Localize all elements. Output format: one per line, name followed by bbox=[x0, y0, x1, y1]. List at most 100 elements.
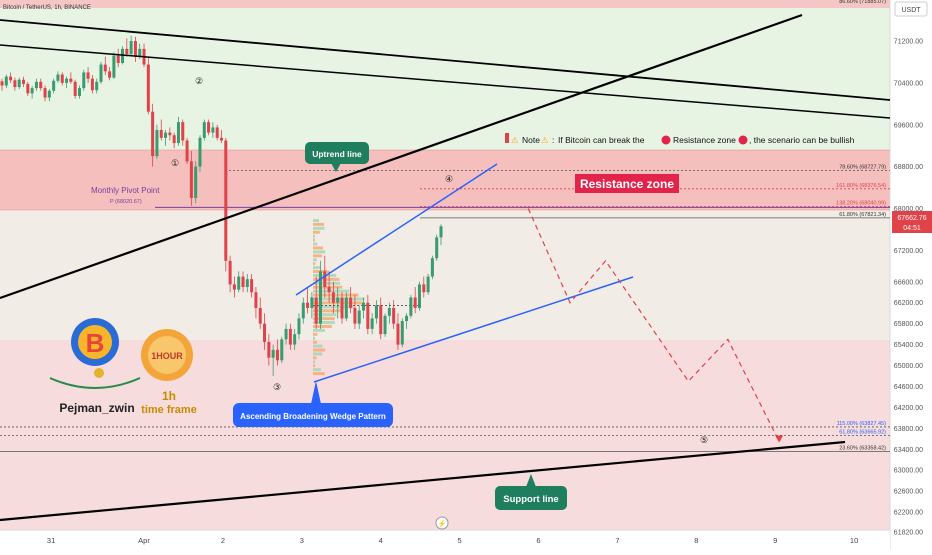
candle-body bbox=[293, 334, 297, 345]
candle-body bbox=[241, 276, 245, 288]
volume-bar bbox=[313, 317, 335, 321]
wave-label: ③ bbox=[273, 382, 281, 392]
volume-bar bbox=[313, 281, 341, 285]
volume-bar bbox=[313, 340, 318, 344]
candle-body bbox=[0, 81, 4, 86]
x-axis-ticks: 31 Apr 2 3 4 5 6 7 8 9 10 bbox=[47, 536, 858, 545]
candle-body bbox=[202, 122, 206, 138]
candle-body bbox=[155, 129, 159, 157]
author-name: Pejman_zwin bbox=[59, 401, 134, 415]
candles bbox=[0, 35, 443, 377]
candle-body bbox=[138, 48, 142, 57]
y-tick-label: 68800.00 bbox=[894, 164, 923, 171]
trend-lines bbox=[0, 13, 891, 522]
candle-body bbox=[151, 111, 155, 157]
resistance-badge-text: Resistance zone bbox=[580, 177, 674, 191]
currency-box[interactable] bbox=[894, 1, 928, 17]
volume-bar bbox=[313, 313, 337, 317]
candle-body bbox=[60, 74, 64, 83]
volume-bar bbox=[313, 348, 326, 352]
candle-body bbox=[73, 81, 77, 96]
candle-body bbox=[344, 297, 348, 319]
candle-body bbox=[211, 127, 215, 133]
candle-body bbox=[69, 78, 73, 82]
candle-body bbox=[176, 122, 180, 144]
lightning-glyph: ⚡ bbox=[438, 519, 447, 528]
hour-logo: 1HOUR 1h time frame bbox=[141, 329, 197, 416]
candle-body bbox=[189, 161, 193, 199]
volume-bar bbox=[313, 242, 318, 246]
candle-body bbox=[56, 74, 60, 81]
time-axis[interactable] bbox=[0, 530, 890, 550]
top-red-band bbox=[0, 0, 890, 8]
candle-body bbox=[159, 129, 163, 138]
candle-body bbox=[387, 307, 391, 316]
candle-body bbox=[9, 76, 13, 81]
candle-body bbox=[43, 88, 47, 98]
last-price-badge bbox=[892, 211, 932, 233]
fib-level-label: 86.60% (71885.07) bbox=[839, 0, 886, 5]
wave-labels: ① ② ③ ④ ⑤ bbox=[171, 76, 708, 445]
note-text: If Bitcoin can break the bbox=[558, 135, 645, 145]
volume-bar bbox=[313, 293, 359, 297]
x-tick-label: 2 bbox=[221, 536, 225, 545]
candle-body bbox=[108, 71, 112, 78]
svg-text:B: B bbox=[86, 328, 105, 358]
volume-bar bbox=[313, 364, 316, 368]
candle-body bbox=[301, 302, 305, 319]
warning-icon-2: ⚠ bbox=[541, 135, 549, 145]
candle-body bbox=[30, 88, 34, 94]
candle-body bbox=[336, 297, 340, 303]
candle-body bbox=[353, 307, 357, 324]
y-tick-label: 63800.00 bbox=[894, 426, 923, 433]
candle-body bbox=[306, 302, 310, 308]
candle-body bbox=[366, 302, 370, 329]
candle-body bbox=[271, 349, 275, 358]
y-tick-label: 69600.00 bbox=[894, 122, 923, 129]
volume-bar bbox=[313, 234, 315, 238]
candle-body bbox=[288, 328, 292, 345]
green-zone bbox=[0, 0, 890, 150]
candle-body bbox=[357, 310, 361, 324]
symbol-title: Bitcoin / TetherUS, 1h, BINANCE bbox=[3, 5, 91, 11]
candle-body bbox=[379, 305, 383, 335]
fib-level-label: 161.80% (68376.54) bbox=[836, 183, 886, 189]
descending-resistance-line bbox=[0, 19, 891, 101]
warning-icon: ⚠ bbox=[511, 135, 519, 145]
volume-bar bbox=[313, 226, 325, 230]
uptrend-callout: Uptrend line bbox=[305, 142, 369, 172]
candle-body bbox=[435, 237, 439, 259]
last-price-countdown: 04:51 bbox=[903, 225, 921, 232]
candle-body bbox=[409, 297, 413, 316]
resistance-badge bbox=[575, 174, 679, 193]
y-tick-label: 68000.00 bbox=[894, 206, 923, 213]
last-price-value: 67662.76 bbox=[897, 215, 926, 222]
candle-body bbox=[129, 41, 133, 55]
volume-bar bbox=[313, 324, 332, 328]
candle-body bbox=[112, 55, 116, 78]
support-text: Support line bbox=[503, 494, 558, 505]
red-circle-icon bbox=[661, 135, 671, 145]
candle-body bbox=[103, 64, 107, 72]
note-prefix: Note bbox=[522, 135, 540, 145]
flower-icon bbox=[94, 368, 104, 378]
price-axis[interactable] bbox=[890, 0, 932, 550]
candle-body bbox=[99, 64, 103, 82]
timeframe-text: time frame bbox=[141, 404, 197, 416]
candle-body bbox=[39, 81, 43, 89]
candle-body bbox=[413, 297, 417, 308]
pivot-sub: P (68020.67) bbox=[110, 199, 142, 205]
y-tick-label: 64200.00 bbox=[894, 405, 923, 412]
support-line bbox=[0, 440, 846, 522]
candle-body bbox=[318, 271, 322, 324]
y-tick-label: 66600.00 bbox=[894, 279, 923, 286]
candle-body bbox=[245, 279, 249, 288]
lightning-icon[interactable] bbox=[435, 516, 449, 530]
candle-body bbox=[26, 83, 30, 94]
candle-body bbox=[362, 302, 366, 311]
y-tick-label: 64600.00 bbox=[894, 384, 923, 391]
candle-body bbox=[22, 79, 26, 84]
candle-body bbox=[172, 135, 176, 144]
